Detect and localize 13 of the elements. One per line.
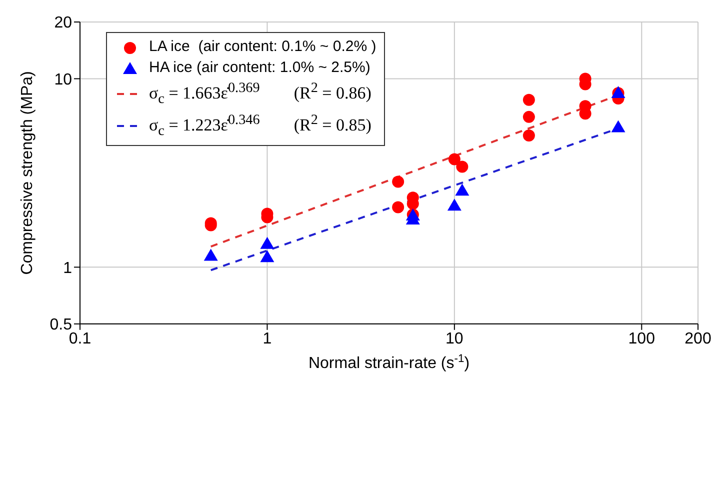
y-axis-title: Compressive strength (MPa) — [19, 71, 36, 275]
legend-label: LA ice (air content: 0.1% ~ 0.2% ) — [149, 37, 376, 57]
x-tick-label: 1 — [262, 330, 272, 348]
x-axis-title: Normal strain-rate (s$^{-1}$) — [308, 352, 470, 372]
y-tick-label: 10 — [54, 71, 72, 88]
text: σ$_{c}$ = 1.223ε̇$^{0.346}$ (R$^{2}$ = 0.85) — [149, 112, 372, 140]
x-tick-label: 200 — [684, 330, 712, 348]
text: σ$_{c}$ = 1.663ε̇$^{0.369}$ (R$^{2}$ = 0.86) — [149, 80, 372, 108]
x-tick-label: 100 — [628, 330, 656, 348]
y-tick-label: 1 — [63, 260, 72, 277]
x-tick-label: 10 — [446, 330, 464, 348]
legend-label: HA ice (air content: 1.0% ~ 2.5%) — [149, 58, 370, 78]
y-tick-label: 20 — [54, 14, 72, 32]
